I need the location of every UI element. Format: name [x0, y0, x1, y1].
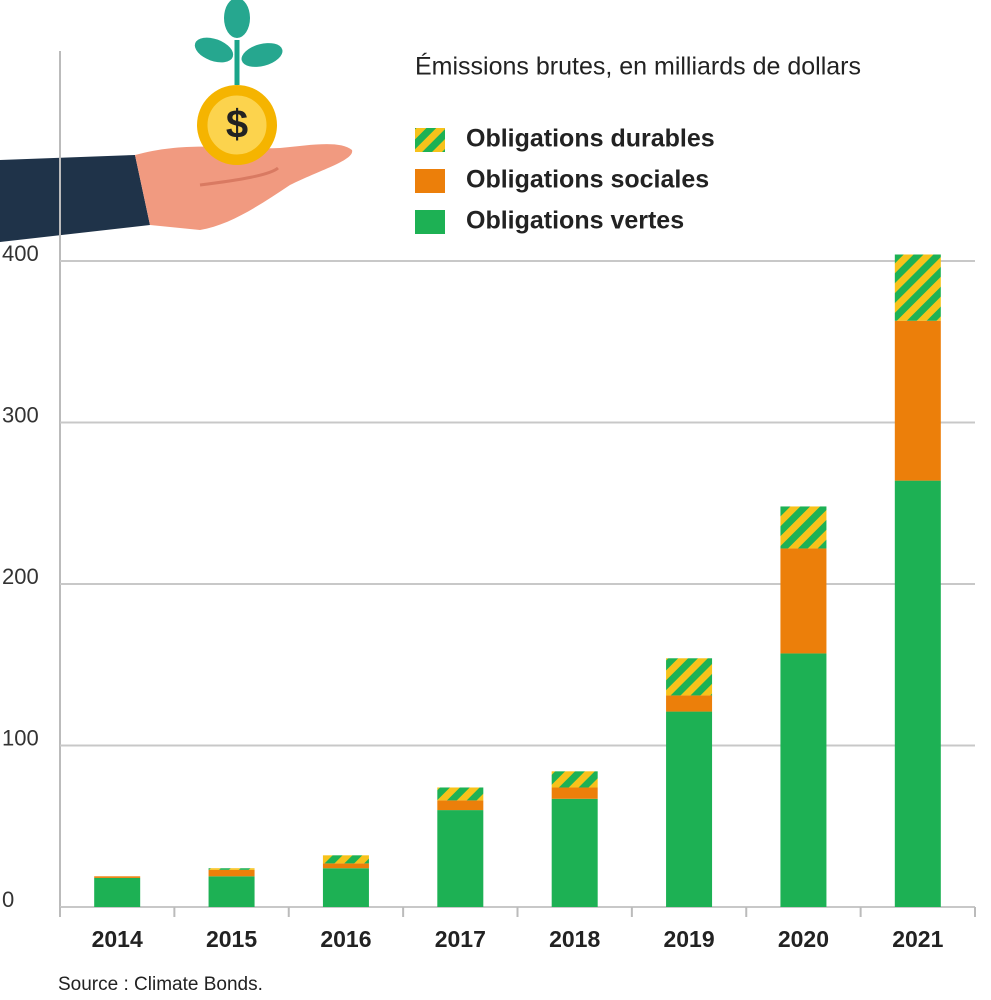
x-tick-label: 2014: [92, 926, 143, 952]
y-tick-label: 400: [2, 241, 39, 266]
bar-segment: [208, 876, 255, 907]
bar-segment: [894, 480, 941, 907]
x-tick-label: 2021: [892, 926, 943, 952]
legend-label: Obligations durables: [466, 125, 715, 153]
illustration: $: [0, 0, 353, 242]
bar-segment: [437, 787, 484, 801]
legend-swatch: [415, 210, 445, 234]
bar-segment: [894, 320, 941, 481]
y-tick-label: 0: [2, 887, 14, 912]
bar-segment: [94, 876, 141, 878]
x-tick-label: 2019: [663, 926, 714, 952]
y-tick-label: 300: [2, 402, 39, 427]
bar-segment: [322, 863, 369, 869]
bar-segment: [666, 658, 713, 696]
bar-segment: [322, 855, 369, 864]
x-tick-label: 2016: [320, 926, 371, 952]
bar-segment: [437, 810, 484, 907]
legend-swatch: [415, 128, 445, 152]
bar-segment: [551, 787, 598, 799]
x-tick-label: 2020: [778, 926, 829, 952]
bar-segment: [666, 695, 713, 712]
bar-segment: [551, 798, 598, 907]
bar-segment: [437, 800, 484, 811]
x-tick-label: 2018: [549, 926, 600, 952]
x-tick-label: 2015: [206, 926, 257, 952]
bar-segment: [208, 869, 255, 877]
x-tick-label: 2017: [435, 926, 486, 952]
svg-text:$: $: [226, 103, 248, 147]
bar-segment: [894, 254, 941, 321]
y-tick-label: 200: [2, 564, 39, 589]
legend-swatch: [415, 169, 445, 193]
bar-segment: [208, 868, 255, 870]
legend-label: Obligations vertes: [466, 207, 684, 235]
bar-segment: [322, 868, 369, 907]
y-tick-label: 100: [2, 725, 39, 750]
bar-segment: [780, 548, 827, 654]
source: Source : Climate Bonds.: [58, 974, 263, 995]
chart-title: Émissions brutes, en milliards de dollar…: [415, 52, 861, 81]
bar-segment: [94, 877, 141, 907]
bar-segment: [551, 771, 598, 788]
bar-segment: [780, 506, 827, 549]
bar-segment: [666, 711, 713, 907]
bar-segment: [780, 653, 827, 907]
legend-label: Obligations sociales: [466, 166, 709, 194]
